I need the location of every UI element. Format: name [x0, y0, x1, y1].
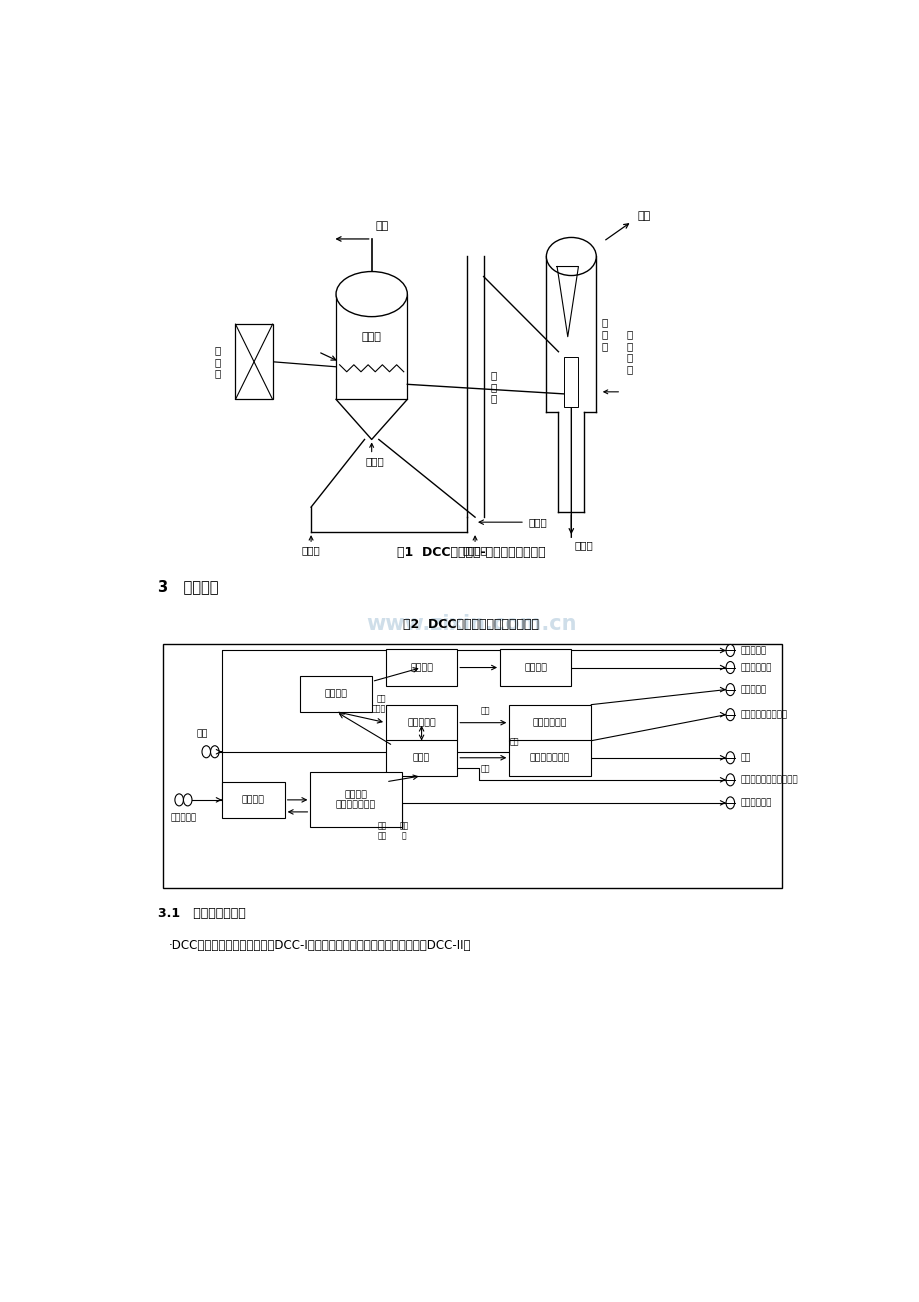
Text: 精制及分离: 精制及分离: [407, 719, 436, 728]
Circle shape: [183, 794, 192, 806]
Text: 图1  DCC技术反应-再生系统工艺步骤: 图1 DCC技术反应-再生系统工艺步骤: [397, 546, 545, 559]
Bar: [386, 704, 457, 741]
Text: 催化
柴油: 催化 柴油: [378, 822, 387, 840]
Text: 乙烯回收: 乙烯回收: [524, 663, 547, 672]
Text: www.zixin.com.cn: www.zixin.com.cn: [366, 615, 576, 634]
Bar: [300, 676, 371, 712]
Text: 待生剂: 待生剂: [574, 540, 593, 551]
Text: 碳四去甲基叔丁基醚装置: 碳四去甲基叔丁基醚装置: [740, 775, 798, 784]
Text: 碳三: 碳三: [481, 707, 490, 716]
Circle shape: [202, 746, 210, 758]
Text: 氢气: 氢气: [509, 738, 518, 747]
Text: 加氢处理: 加氢处理: [242, 796, 265, 805]
Text: 分馏塔: 分馏塔: [413, 754, 430, 762]
Text: 反
应
器: 反 应 器: [490, 370, 496, 404]
Text: 流化风: 流化风: [366, 457, 384, 466]
Bar: [563, 357, 578, 406]
Ellipse shape: [546, 237, 596, 276]
Bar: [310, 772, 402, 828]
Text: 氢气: 氢气: [197, 729, 209, 738]
Bar: [508, 704, 590, 741]
Text: 原料油: 原料油: [528, 517, 547, 527]
Text: 丙烷及液化气去贮罐: 丙烷及液化气去贮罐: [740, 710, 788, 719]
Circle shape: [725, 684, 733, 695]
Text: 丙烷丙烯精馏: 丙烷丙烯精馏: [532, 719, 566, 728]
Bar: [335, 294, 407, 400]
Bar: [386, 650, 457, 686]
Circle shape: [175, 794, 183, 806]
Text: 烟气: 烟气: [375, 221, 388, 230]
Bar: [500, 650, 571, 686]
Text: 流化介质: 流化介质: [462, 546, 487, 555]
Text: 汽油: 汽油: [740, 754, 751, 762]
Text: 减压馏分油: 减压馏分油: [170, 814, 197, 823]
Text: 丙烯去贮罐: 丙烯去贮罐: [740, 685, 766, 694]
Text: 再生器: 再生器: [361, 332, 381, 341]
Text: 去柴油调合: 去柴油调合: [740, 646, 766, 655]
Text: 澄清
油: 澄清 油: [399, 822, 408, 840]
Text: 气体精制: 气体精制: [410, 663, 433, 672]
Bar: [508, 740, 590, 776]
Text: 图2  DCC装置及其联合体步骤简图: 图2 DCC装置及其联合体步骤简图: [403, 618, 539, 631]
Text: 汽
提
蒸
气: 汽 提 蒸 气: [626, 329, 632, 374]
Text: 碳四: 碳四: [481, 764, 490, 773]
Circle shape: [725, 644, 733, 656]
Text: 3.1   技术优势及特点: 3.1 技术优势及特点: [158, 906, 245, 919]
Text: 汽油选择性加氢: 汽油选择性加氢: [529, 754, 570, 762]
Text: 沉
降
器: 沉 降 器: [601, 318, 607, 350]
Circle shape: [725, 661, 733, 673]
Circle shape: [725, 751, 733, 764]
Text: ·DCC装置反应系统有流化床（DCC-I型，最大量丙烯操作模式）或提升管（DCC-II，: ·DCC装置反应系统有流化床（DCC-I型，最大量丙烯操作模式）或提升管（DCC…: [168, 939, 471, 952]
Text: 脱乙烷塔: 脱乙烷塔: [324, 689, 347, 698]
Bar: [221, 781, 284, 818]
Text: 提升风: 提升风: [301, 546, 320, 555]
Bar: [235, 324, 272, 400]
Text: 澄清油作燃料: 澄清油作燃料: [740, 798, 772, 807]
Circle shape: [725, 708, 733, 721]
Text: 碳三
及碳四: 碳三 及碳四: [371, 694, 386, 713]
Bar: [386, 740, 457, 776]
Text: 乙烯去乙烯厂: 乙烯去乙烯厂: [740, 663, 772, 672]
Circle shape: [725, 797, 733, 809]
Ellipse shape: [335, 272, 407, 316]
Text: 油气: 油气: [637, 211, 650, 221]
Bar: [164, 644, 781, 888]
Text: 催化裂解
反应器及再生器: 催化裂解 反应器及再生器: [335, 790, 376, 810]
Circle shape: [210, 746, 219, 758]
Text: 3   技术特点: 3 技术特点: [158, 579, 218, 594]
Circle shape: [725, 773, 733, 786]
Text: 取
热
器: 取 热 器: [214, 345, 221, 379]
